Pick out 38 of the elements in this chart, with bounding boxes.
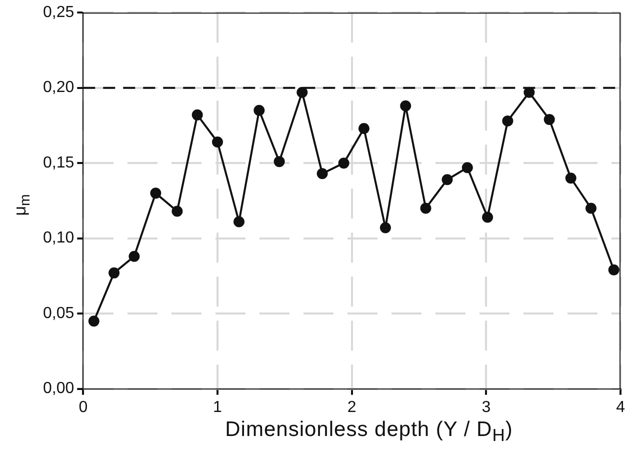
point [128, 250, 140, 262]
point [442, 174, 453, 186]
y-tick-label: 0,00 [43, 380, 74, 398]
y-tick-label: 0,20 [43, 79, 74, 96]
point [400, 100, 412, 112]
y-tick-label: 0,10 [43, 230, 74, 247]
point [462, 162, 473, 174]
point [233, 216, 244, 228]
point [150, 188, 162, 199]
point [296, 86, 308, 98]
point [108, 267, 120, 278]
point [380, 222, 391, 234]
point [88, 316, 100, 327]
x-tick-label: 4 [616, 398, 626, 416]
point [502, 115, 514, 126]
point [254, 104, 265, 116]
point [338, 158, 350, 169]
x-axis-title: Dimensionless depth (Y / D$_{H}$) [224, 418, 514, 446]
y-tick-label: 0,15 [43, 154, 74, 172]
point [524, 86, 535, 98]
x-tick-label: 1 [213, 398, 222, 416]
point [274, 156, 285, 168]
y-tick-label: 0,25 [43, 4, 74, 22]
x-tick-label: 0 [78, 398, 88, 416]
x-tick-label: 2 [347, 398, 356, 416]
y-tick-label: 0,05 [43, 304, 74, 322]
point [316, 168, 328, 180]
point [608, 264, 620, 276]
point [420, 202, 432, 214]
point [585, 202, 596, 214]
point [482, 212, 494, 223]
point [212, 136, 223, 148]
point [544, 114, 555, 125]
point [172, 206, 183, 217]
x-tick-label: 3 [482, 398, 491, 416]
point [565, 172, 576, 184]
point [192, 109, 203, 120]
point [358, 122, 370, 134]
